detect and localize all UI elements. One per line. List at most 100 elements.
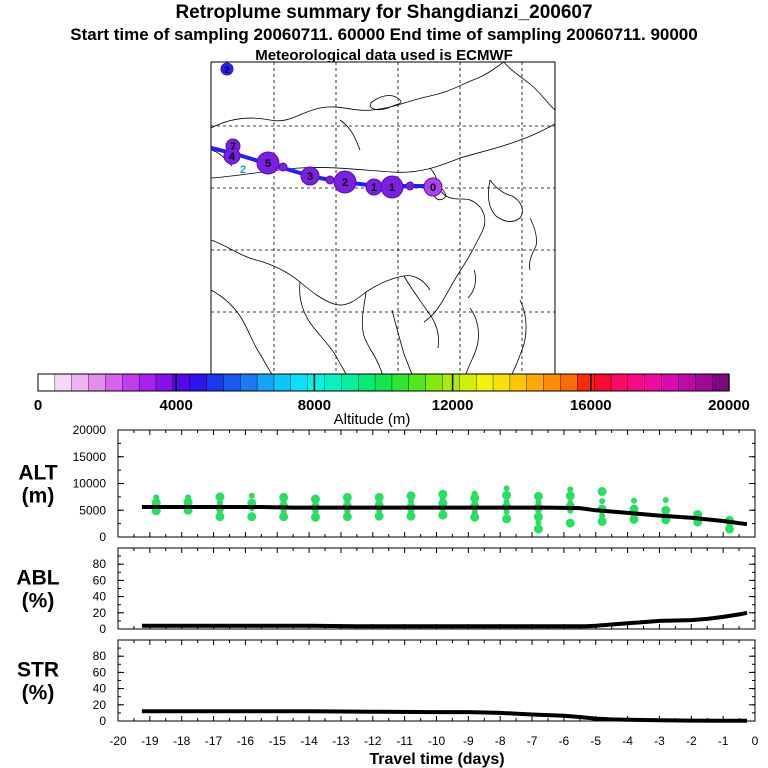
altitude-point <box>183 497 193 507</box>
plume-track: 7 4 2 5 3 2 1 1 0 2 <box>210 62 443 199</box>
altitude-point <box>374 492 384 502</box>
outlier-label: 2 <box>224 65 229 75</box>
colorbar-cell <box>88 373 107 392</box>
altitude-point <box>215 512 225 522</box>
track-point <box>325 175 335 185</box>
track-label: 7 <box>230 141 236 153</box>
colorbar-cell <box>408 373 427 392</box>
x-tick-label: -16 <box>237 734 255 748</box>
altitude-point <box>662 497 669 504</box>
y-tick-label: 10000 <box>73 477 107 491</box>
track-point <box>278 162 288 172</box>
track-point <box>405 181 415 191</box>
colorbar-cell <box>661 373 680 392</box>
x-tick-label: -17 <box>205 734 223 748</box>
colorbar-cell <box>695 373 713 392</box>
altitude-point <box>503 485 510 492</box>
colorbar-cell <box>307 373 326 392</box>
str-ylabel-bottom: (%) <box>22 682 55 705</box>
altitude-point <box>342 492 352 502</box>
x-tick-label: -20 <box>109 734 127 748</box>
altitude-point <box>471 509 478 516</box>
altitude-point <box>279 512 289 522</box>
x-tick-label: -12 <box>364 734 382 748</box>
altitude-point <box>471 490 478 497</box>
colorbar-tick-label: 8000 <box>298 397 331 414</box>
colorbar-cell <box>290 373 309 392</box>
x-tick-label: -4 <box>622 734 633 748</box>
altitude-point <box>629 514 639 524</box>
x-tick-label: -9 <box>463 734 474 748</box>
colorbar-cell <box>492 373 511 392</box>
colorbar-cell <box>122 373 140 392</box>
altitude-point <box>470 512 480 522</box>
colorbar-cell <box>577 373 595 392</box>
altitude-point <box>215 492 225 502</box>
track-point <box>223 147 241 165</box>
colorbar-cell <box>54 373 73 392</box>
colorbar-tick-label: 16000 <box>570 397 612 414</box>
time-series-panels: 20000150001000050000ALT(m)806040200ABL(%… <box>16 423 756 728</box>
met-data-note: Meteorological data used is ECMWF <box>255 47 513 64</box>
altitude-point <box>406 511 416 521</box>
colorbar-frame <box>37 373 730 392</box>
colorbar-tick-label: 4000 <box>160 397 193 414</box>
altitude-point <box>533 512 543 522</box>
track-label: 3 <box>307 171 313 183</box>
track-point <box>300 166 320 186</box>
colorbar-cell <box>593 373 612 392</box>
x-tick-label: -14 <box>300 734 318 748</box>
colorbar-label: Altitude (m) <box>334 411 411 428</box>
track-label-cyan: 2 <box>240 164 246 176</box>
colorbar-cell <box>71 373 90 392</box>
str-frame <box>117 639 756 722</box>
altitude-point <box>597 487 607 497</box>
alt-frame <box>117 429 756 538</box>
alt-panel: 20000 15000 10000 5000 0 ALT(m) <box>18 423 756 544</box>
colorbar-cell <box>256 373 275 392</box>
altitude-point <box>438 489 448 499</box>
y-tick-label: 40 <box>93 590 107 604</box>
coastlines-borders <box>210 61 556 375</box>
x-tick-label: -2 <box>686 734 697 748</box>
altitude-point <box>599 498 606 505</box>
track-point <box>423 177 443 197</box>
y-tick-label: 15000 <box>73 450 107 464</box>
colorbar-cell <box>105 373 123 392</box>
altitude-point <box>438 498 448 508</box>
abl-ylabel-bottom: (%) <box>22 590 55 613</box>
altitude-point <box>438 510 448 520</box>
track-label: 1 <box>389 182 395 194</box>
altitude-point <box>248 492 255 499</box>
altitude-point <box>342 512 352 522</box>
abl-frame <box>117 547 756 630</box>
colorbar-tick-label: 20000 <box>708 397 750 414</box>
colorbar-cell <box>273 373 292 392</box>
colorbar-cell <box>391 373 410 392</box>
track-labels: 7 4 2 5 3 2 1 1 0 2 <box>224 65 436 194</box>
colorbar-cell <box>358 373 376 392</box>
altitude-point <box>535 499 542 506</box>
colorbar-cell <box>374 373 393 392</box>
x-tick-label: -1 <box>718 734 729 748</box>
colorbar-cell <box>459 373 477 392</box>
x-tick-label: -19 <box>141 734 159 748</box>
alt-ylabel-top: ALT <box>18 462 57 485</box>
x-tick-label: -10 <box>428 734 446 748</box>
map-panel: 7 4 2 5 3 2 1 1 0 2 <box>210 61 556 375</box>
x-tick-label: -18 <box>173 734 191 748</box>
x-tick-label: -7 <box>527 734 538 748</box>
travel-time-axis: -20 -19 -18 -17 -16 -15 -14 -13 -12 -11 -10 -9 -8 -7-… <box>109 734 758 768</box>
y-tick-label: 5000 <box>79 503 106 517</box>
str-panel: 80 60 40 20 0 STR(%) <box>17 639 756 728</box>
colorbar-cell <box>172 373 191 392</box>
x-tick-label: -8 <box>495 734 506 748</box>
y-tick-label: 60 <box>93 665 107 679</box>
track-label: 1 <box>371 182 377 194</box>
x-tick-label: 0 <box>752 734 759 748</box>
xaxis-title: Travel time (days) <box>369 751 504 768</box>
altitude-point <box>310 512 320 522</box>
abl-line <box>141 610 748 629</box>
altitude-point <box>630 497 637 504</box>
